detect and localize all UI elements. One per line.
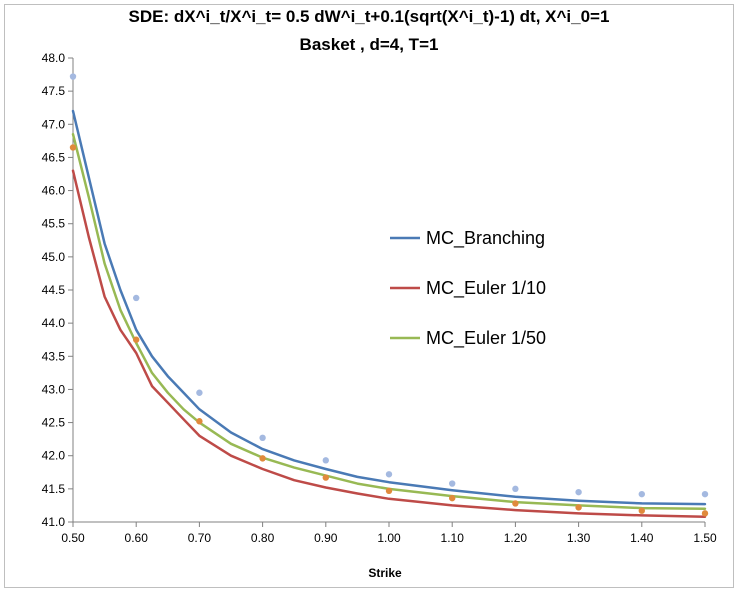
y-tick-label: 46.5 [42, 150, 66, 164]
series-point-3 [259, 434, 266, 442]
series-point-3 [638, 490, 645, 498]
chart-frame [4, 4, 734, 588]
series-point-4 [196, 418, 203, 425]
y-tick-label: 41.5 [42, 482, 66, 496]
legend: MC_Branching MC_Euler 1/10 MC_Euler 1/50 [390, 228, 546, 349]
y-tick-label: 48.0 [42, 51, 66, 65]
y-tick-label: 44.0 [42, 316, 66, 330]
series-point-3 [385, 471, 393, 478]
series-point-4 [701, 510, 709, 517]
x-tick-label: 1.50 [693, 531, 717, 545]
y-tick-label: 43.0 [42, 382, 66, 396]
x-tick-label: 0.50 [61, 531, 85, 545]
series-point-3 [133, 294, 140, 302]
x-axis-title: Strike [368, 566, 402, 580]
series-point-4 [512, 500, 519, 507]
series-line-1 [71, 169, 707, 518]
chart-subtitle: Basket , d=4, T=1 [300, 35, 439, 54]
series-point-4 [133, 336, 140, 343]
x-tick-label: 0.70 [188, 531, 212, 545]
series-point-3 [69, 73, 77, 80]
series-point-3 [322, 457, 329, 464]
y-tick-label: 42.0 [42, 449, 66, 463]
y-tick-label: 43.5 [42, 349, 66, 363]
series-line-2 [71, 132, 707, 510]
x-tick-label: 1.20 [504, 531, 528, 545]
x-tick-label: 1.40 [630, 531, 654, 545]
y-tick-label: 47.5 [42, 84, 66, 98]
y-tick-label: 47.0 [42, 117, 66, 131]
x-tick-label: 0.80 [251, 531, 275, 545]
series-point-3 [701, 490, 709, 498]
x-tick-label: 1.00 [377, 531, 401, 545]
legend-label: MC_Euler 1/10 [426, 278, 546, 299]
y-tick-labels: 41.0 41.5 42.0 42.5 43.0 43.5 44.0 44.5 45.0 45.5… [42, 51, 73, 529]
y-tick-label: 42.5 [42, 416, 66, 430]
y-tick-label: 46.0 [42, 184, 66, 198]
x-tick-labels: 0.50 0.60 0.70 0.80 0.90 1.00 1.10 1.20 1.30 1.40… [61, 522, 717, 545]
y-tick-label: 45.0 [42, 250, 66, 264]
legend-label: MC_Euler 1/50 [426, 328, 546, 349]
x-tick-label: 0.90 [314, 531, 338, 545]
series-point-4 [322, 474, 329, 481]
y-tick-label: 41.0 [42, 515, 66, 529]
legend-label: MC_Branching [426, 228, 545, 249]
series-group [69, 73, 709, 518]
y-tick-label: 45.5 [42, 217, 66, 231]
x-tick-label: 0.60 [125, 531, 149, 545]
chart-title: SDE: dX^i_t/X^i_t= 0.5 dW^i_t+0.1(sqrt(X… [129, 7, 610, 26]
x-tick-label: 1.10 [441, 531, 465, 545]
series-line-0 [71, 109, 707, 506]
series-point-4 [575, 504, 582, 511]
series-point-4 [638, 507, 645, 514]
series-point-3 [512, 485, 519, 493]
series-point-3 [449, 480, 456, 487]
series-point-4 [449, 494, 456, 502]
series-point-4 [69, 144, 77, 151]
series-point-3 [196, 389, 203, 396]
x-tick-label: 1.30 [567, 531, 591, 545]
series-point-4 [259, 455, 266, 462]
y-tick-label: 44.5 [42, 283, 66, 297]
series-point-4 [385, 487, 393, 495]
series-point-3 [575, 488, 582, 496]
